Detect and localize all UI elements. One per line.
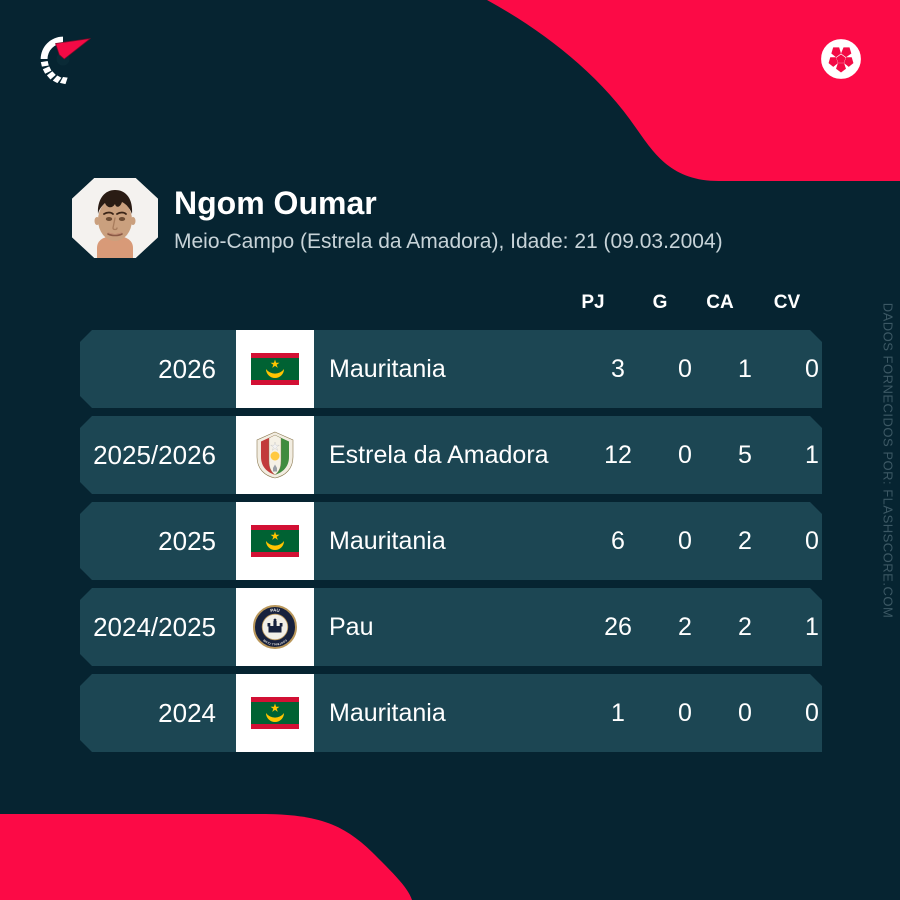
svg-text:PAU: PAU [270,607,280,613]
